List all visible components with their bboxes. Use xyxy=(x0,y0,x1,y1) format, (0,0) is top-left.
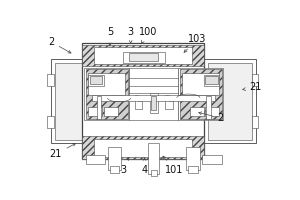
Text: 21: 21 xyxy=(243,82,262,92)
Bar xyxy=(205,107,219,116)
Bar xyxy=(123,52,165,62)
Bar xyxy=(188,166,198,173)
Bar xyxy=(182,73,219,95)
Bar xyxy=(110,166,119,173)
Bar xyxy=(47,74,54,86)
Bar xyxy=(94,139,192,157)
Bar xyxy=(252,74,259,86)
Polygon shape xyxy=(134,95,142,109)
Bar xyxy=(152,96,156,110)
Text: 3: 3 xyxy=(121,157,129,175)
Bar xyxy=(55,62,82,140)
Bar xyxy=(97,96,101,119)
Bar xyxy=(86,69,128,119)
Bar xyxy=(104,107,118,116)
Bar xyxy=(108,147,122,170)
Bar xyxy=(47,116,54,128)
Bar xyxy=(82,45,204,66)
Bar xyxy=(148,143,159,174)
Bar xyxy=(88,107,102,116)
Bar xyxy=(150,93,158,113)
Text: 5: 5 xyxy=(107,27,113,46)
Bar xyxy=(190,107,204,116)
Bar xyxy=(82,136,204,159)
Text: 4: 4 xyxy=(141,158,148,175)
Bar xyxy=(51,59,86,143)
Text: 2: 2 xyxy=(199,112,224,123)
Bar xyxy=(129,68,178,120)
Bar xyxy=(88,73,125,95)
Bar xyxy=(204,59,256,143)
Bar xyxy=(88,75,104,86)
Bar xyxy=(92,95,215,101)
Bar xyxy=(90,76,102,84)
Text: 103: 103 xyxy=(184,34,207,52)
Text: 3: 3 xyxy=(128,27,134,43)
Bar xyxy=(85,68,129,120)
Polygon shape xyxy=(165,95,173,109)
Bar xyxy=(204,75,219,86)
Bar xyxy=(180,69,221,119)
Bar xyxy=(82,43,204,159)
Bar xyxy=(202,155,221,164)
Text: 100: 100 xyxy=(139,27,157,43)
Bar xyxy=(252,116,259,128)
Bar xyxy=(151,170,157,176)
Text: 21: 21 xyxy=(50,143,76,159)
Bar xyxy=(206,96,211,119)
Bar xyxy=(94,47,192,64)
Bar xyxy=(129,53,158,61)
Bar xyxy=(186,147,200,170)
Bar xyxy=(208,62,252,140)
Bar xyxy=(86,155,105,164)
Text: 2: 2 xyxy=(48,37,71,53)
Bar xyxy=(205,76,218,84)
Bar xyxy=(178,68,223,120)
Text: 101: 101 xyxy=(163,156,184,175)
